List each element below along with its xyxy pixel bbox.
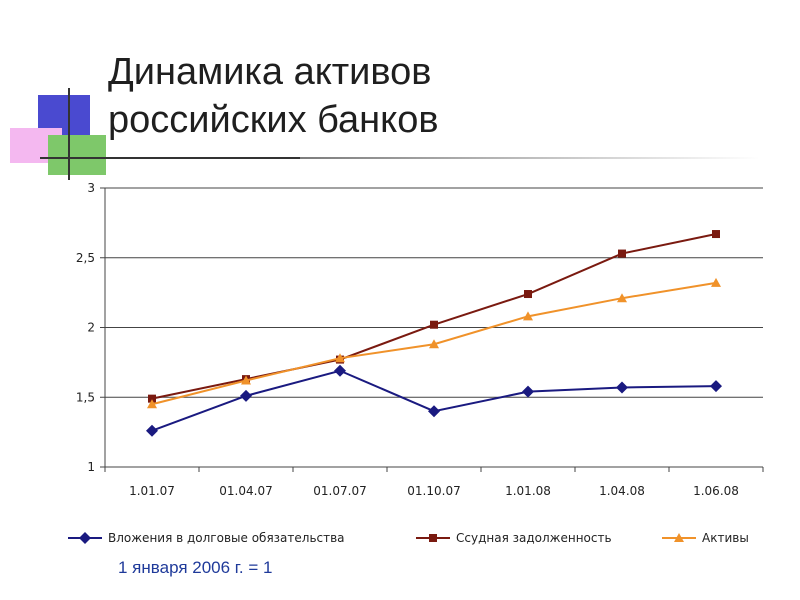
series-line-2 xyxy=(151,233,717,400)
data-point-series-1 xyxy=(428,405,440,418)
x-tick-label: 01.04.07 xyxy=(219,484,272,498)
deco-green-square xyxy=(48,135,106,175)
data-point-series-3 xyxy=(241,375,251,385)
data-point-series-3 xyxy=(429,339,439,349)
data-point-series-1 xyxy=(522,385,534,398)
data-point-series-1 xyxy=(334,364,346,377)
legend-marker xyxy=(674,533,684,542)
x-tick-label: 1.01.08 xyxy=(505,484,551,498)
legend-label: Активы xyxy=(702,531,749,545)
series-line-1 xyxy=(151,369,717,432)
x-tick-label: 01.07.07 xyxy=(313,484,366,498)
y-tick-label: 1,5 xyxy=(76,390,95,404)
title-line-1: Динамика активов xyxy=(108,51,432,93)
slide-title: Динамика активов российских банков xyxy=(108,48,748,144)
data-point-series-3 xyxy=(147,399,157,409)
data-point-series-3 xyxy=(523,311,533,321)
x-tick-label: 1.04.08 xyxy=(599,484,645,498)
data-point-series-2 xyxy=(524,290,532,299)
x-tick-label: 1.06.08 xyxy=(693,484,739,498)
data-point-series-3 xyxy=(711,277,721,287)
data-point-series-3 xyxy=(617,293,627,303)
data-point-series-1 xyxy=(710,380,722,393)
legend-marker xyxy=(79,532,91,544)
y-tick-label: 2,5 xyxy=(76,251,95,265)
slide-decoration xyxy=(10,88,760,180)
data-point-series-2 xyxy=(430,320,438,329)
title-rule xyxy=(40,157,760,159)
data-point-series-2 xyxy=(618,249,626,258)
x-tick-label: 1.01.07 xyxy=(129,484,175,498)
legend-label: Вложения в долговые обязательства xyxy=(108,531,345,545)
title-line-2: российских банков xyxy=(108,99,439,141)
data-point-series-1 xyxy=(616,381,628,394)
y-tick-label: 3 xyxy=(87,181,95,195)
y-tick-label: 1 xyxy=(87,460,95,474)
data-point-series-3 xyxy=(335,353,345,363)
legend-label: Ссудная задолженность xyxy=(456,531,612,545)
legend-marker xyxy=(429,534,437,542)
data-point-series-1 xyxy=(146,424,158,437)
line-chart: 1 1,5 2 2,5 3 1.01.07 01.04.07 01.07.07 01.10.07… xyxy=(68,181,764,545)
data-point-series-1 xyxy=(240,389,252,402)
data-point-series-2 xyxy=(148,394,156,403)
data-point-series-2 xyxy=(712,230,720,239)
x-tick-label: 01.10.07 xyxy=(407,484,460,498)
footnote: 1 января 2006 г. = 1 xyxy=(118,558,273,577)
y-tick-label: 2 xyxy=(87,321,95,335)
